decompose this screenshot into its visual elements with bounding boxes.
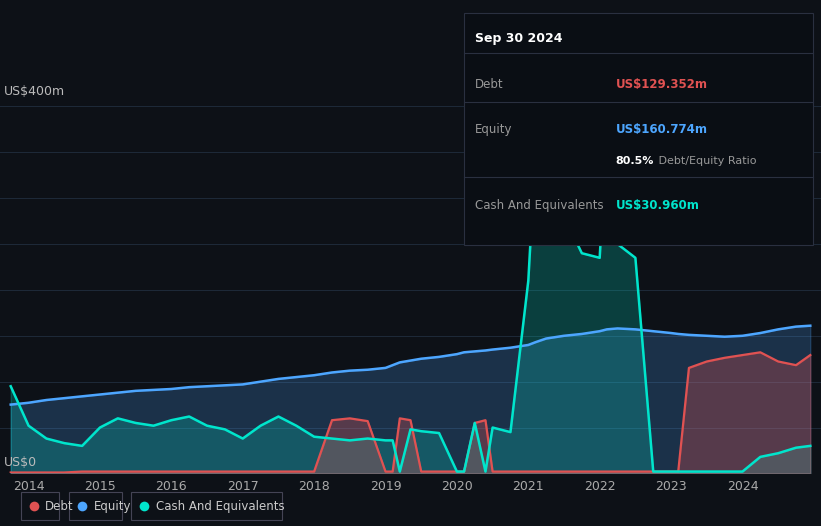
Text: US$0: US$0 [4,457,37,469]
Text: Debt: Debt [45,500,74,512]
Text: US$400m: US$400m [4,85,65,98]
Text: Debt/Equity Ratio: Debt/Equity Ratio [655,156,757,166]
Text: US$30.960m: US$30.960m [616,199,699,212]
Text: Sep 30 2024: Sep 30 2024 [475,32,562,45]
Text: Equity: Equity [475,123,512,136]
Text: US$129.352m: US$129.352m [616,78,708,91]
Text: US$160.774m: US$160.774m [616,123,708,136]
Text: Equity: Equity [94,500,131,512]
Text: Cash And Equivalents: Cash And Equivalents [475,199,603,212]
Text: Cash And Equivalents: Cash And Equivalents [156,500,285,512]
Text: 80.5%: 80.5% [616,156,654,166]
Text: Debt: Debt [475,78,503,91]
